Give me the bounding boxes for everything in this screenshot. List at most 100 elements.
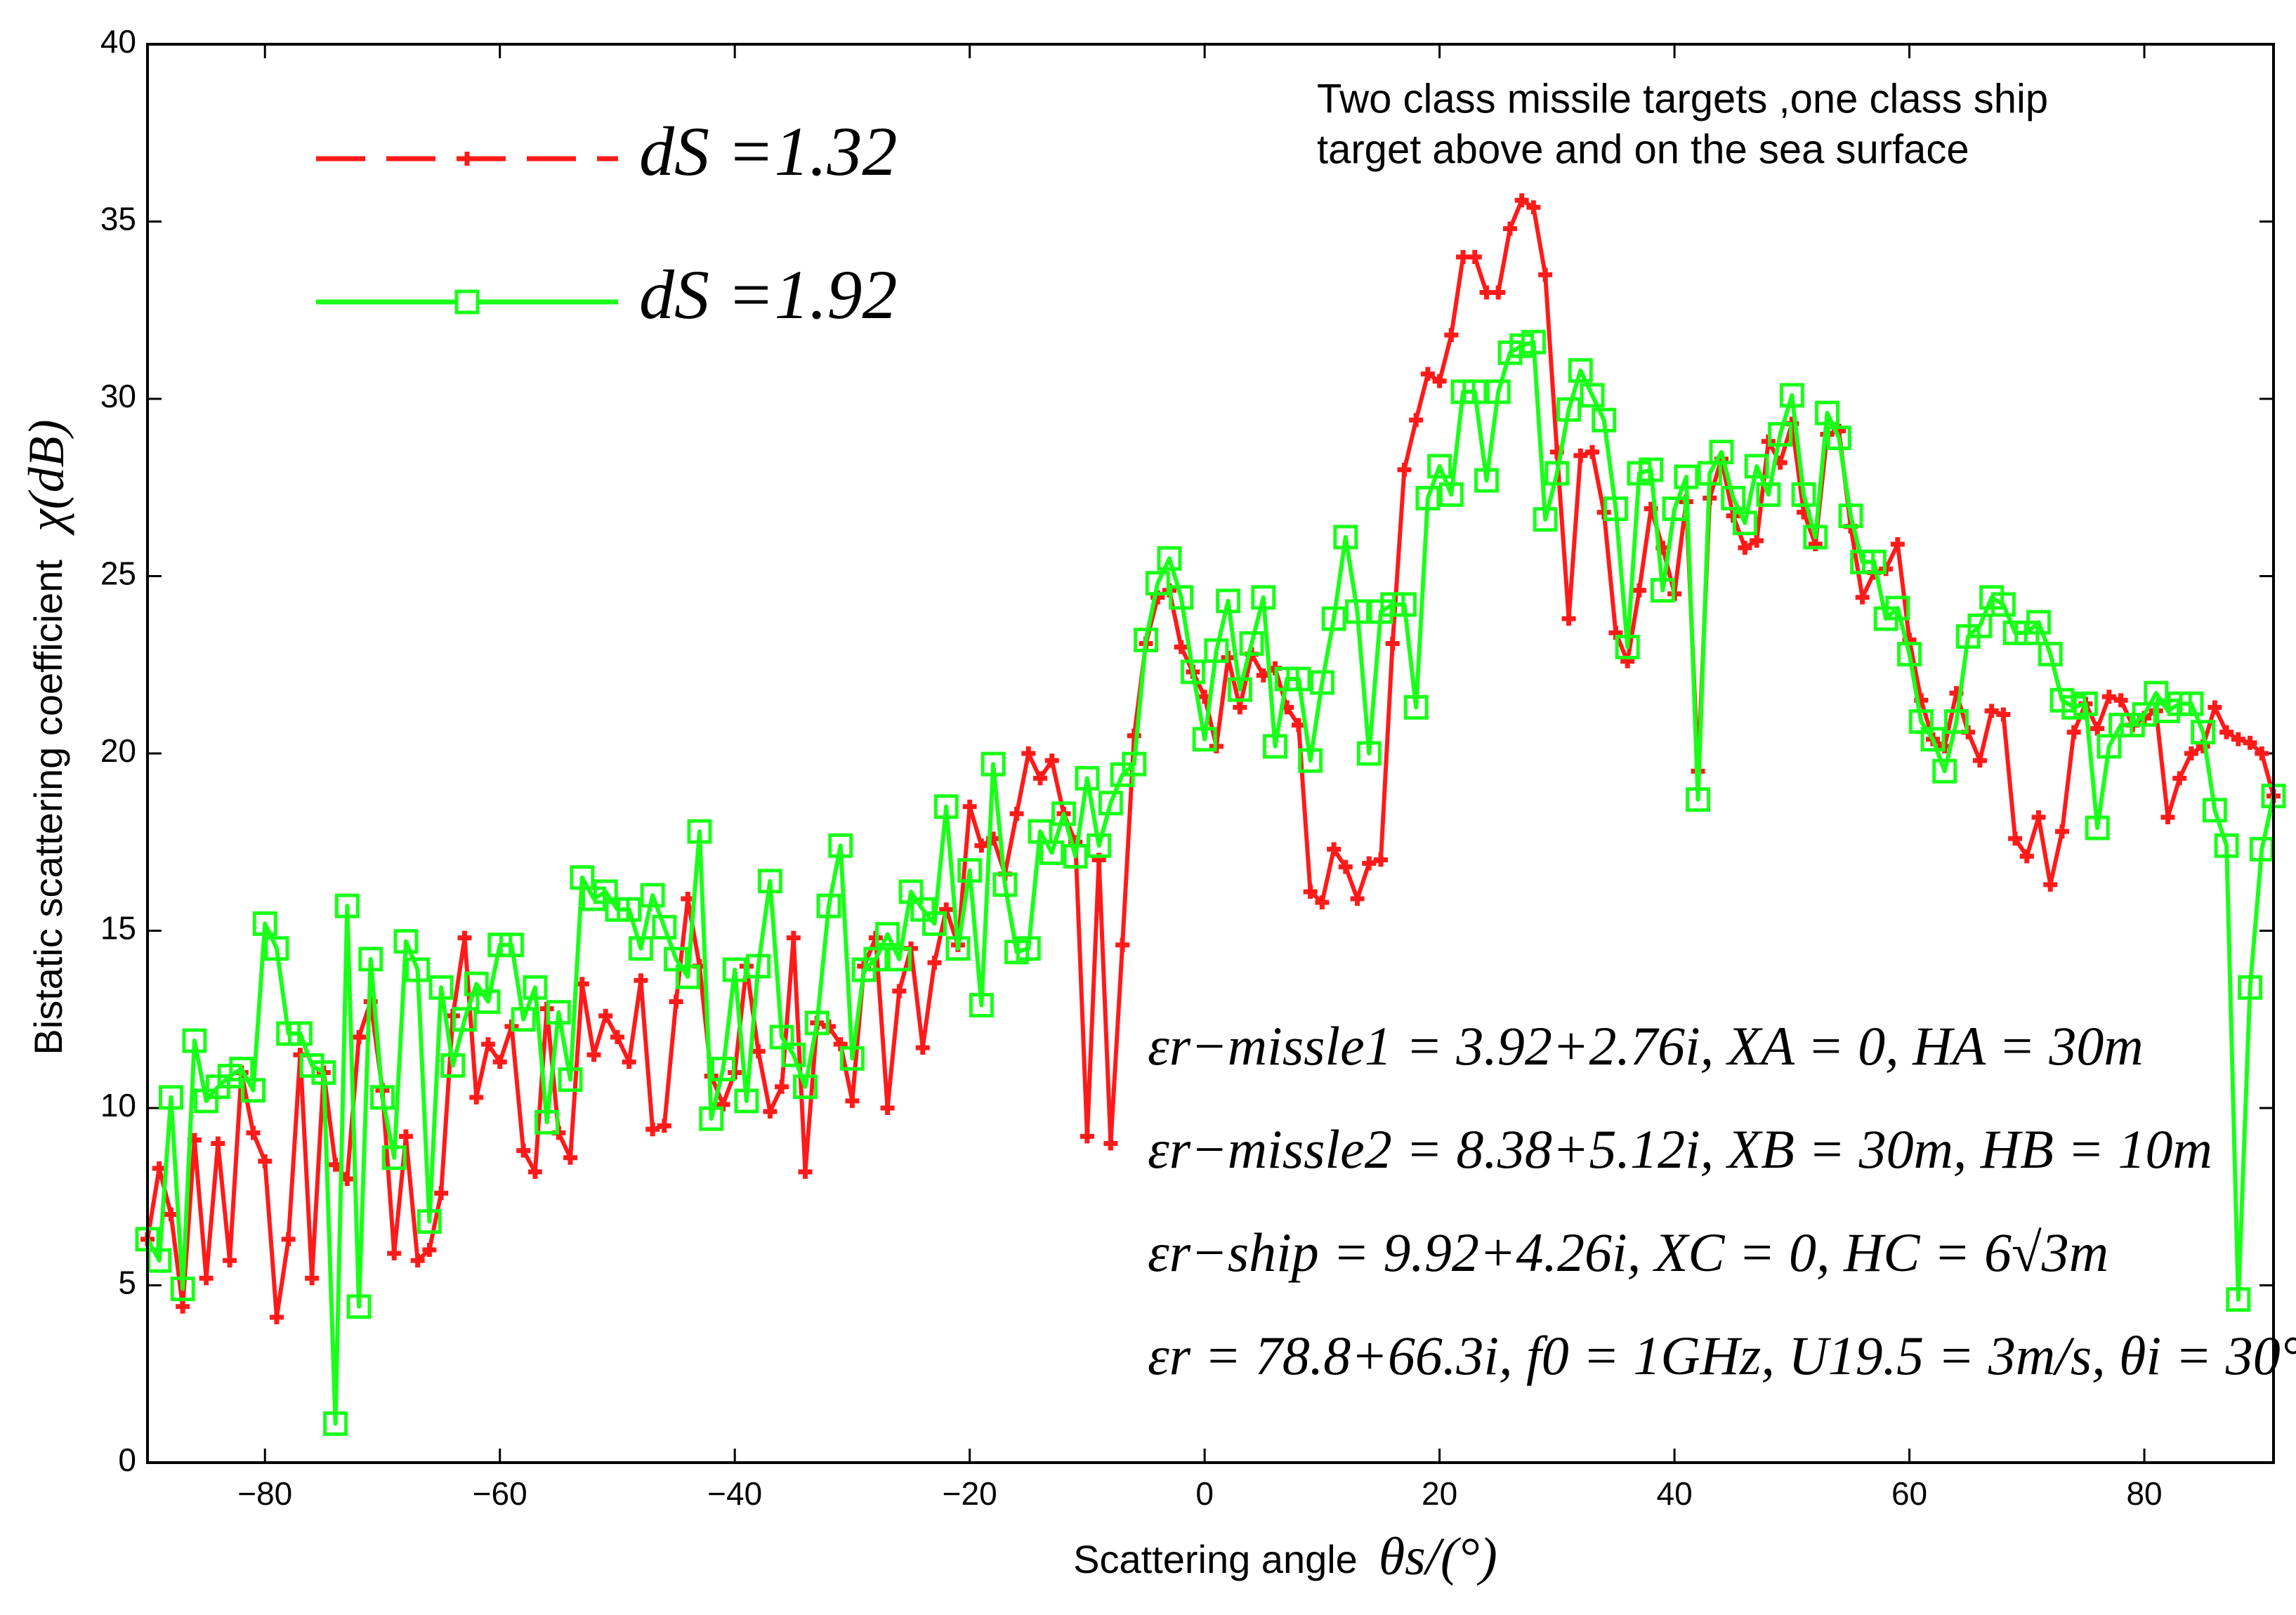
- marker-square: [828, 833, 853, 858]
- marker-square: [1333, 525, 1358, 550]
- marker-plus: [246, 1126, 261, 1140]
- marker-square: [1674, 464, 1699, 489]
- marker-plus: [480, 1037, 495, 1052]
- marker-square: [757, 869, 782, 894]
- marker-square: [1533, 507, 1558, 532]
- y-axis-label: Bistatic scattering coefficient χ(dB): [18, 419, 74, 1055]
- marker-plus: [269, 1310, 284, 1324]
- marker-plus: [387, 1246, 402, 1261]
- marker-square: [734, 1088, 759, 1114]
- marker-square: [1192, 727, 1217, 752]
- marker-square: [1603, 496, 1628, 522]
- marker-plus: [305, 1271, 320, 1286]
- series: [140, 193, 2281, 1324]
- marker-plus: [434, 1186, 449, 1201]
- marker-plus: [211, 1136, 225, 1151]
- marker-plus: [798, 1164, 813, 1179]
- marker-plus: [1538, 268, 1553, 282]
- marker-square: [687, 819, 712, 844]
- marker-square: [1075, 765, 1100, 791]
- annotation: Two class missile targets ,one class shi…: [1317, 76, 2048, 121]
- marker-plus: [1890, 537, 1905, 552]
- marker-square: [558, 1067, 583, 1093]
- series: [135, 329, 2286, 1436]
- marker-square: [1556, 397, 1582, 422]
- marker-square: [241, 1078, 266, 1103]
- marker-square: [1732, 510, 1757, 536]
- marker-plus: [2008, 831, 2023, 846]
- marker-plus: [2031, 810, 2046, 824]
- marker-square: [311, 1060, 336, 1085]
- marker-square: [1768, 422, 1793, 447]
- marker-plus: [223, 1253, 237, 1268]
- y-tick-label: 40: [100, 23, 136, 60]
- marker-square: [2238, 975, 2263, 1000]
- marker-plus: [199, 1271, 214, 1286]
- marker-square: [1087, 833, 1112, 858]
- marker-plus: [1491, 285, 1506, 300]
- y-tick-label: 10: [100, 1087, 136, 1123]
- marker-plus: [1350, 892, 1365, 907]
- marker-square: [170, 1277, 195, 1302]
- marker-plus: [1738, 541, 1752, 555]
- x-tick-label: −80: [237, 1475, 292, 1512]
- marker-square: [334, 893, 360, 918]
- marker-plus: [610, 1030, 624, 1044]
- marker-plus: [1385, 636, 1400, 651]
- marker-square: [1521, 329, 1546, 355]
- marker-plus: [1115, 937, 1130, 952]
- marker-square: [182, 1028, 207, 1053]
- marker-square: [1779, 383, 1804, 408]
- marker-plus: [763, 1105, 778, 1119]
- marker-square: [2191, 720, 2216, 745]
- marker-square: [2179, 691, 2204, 716]
- marker-square: [264, 936, 289, 961]
- marker-plus: [2172, 771, 2187, 786]
- marker-square: [1309, 670, 1334, 695]
- marker-plus: [634, 973, 648, 988]
- marker-square: [1897, 642, 1922, 667]
- marker-square: [816, 893, 841, 918]
- marker-plus: [422, 1243, 437, 1257]
- marker-square: [523, 975, 548, 1000]
- marker-square: [1967, 613, 1993, 638]
- marker-plus: [1021, 746, 1036, 760]
- marker-plus: [1502, 221, 1517, 236]
- equation: εr−missle2 = 8.38+5.12i, XB = 30m, HB = …: [1148, 1119, 2212, 1180]
- marker-plus: [1327, 842, 1341, 857]
- marker-square: [1251, 585, 1276, 610]
- marker-square: [346, 1294, 372, 1319]
- marker-square: [1639, 457, 1664, 482]
- legend-marker: [460, 152, 474, 166]
- marker-square: [1415, 485, 1441, 510]
- marker-square: [416, 1209, 442, 1234]
- y-label-text: Bistatic scattering coefficient: [26, 560, 70, 1055]
- marker-plus: [974, 838, 989, 853]
- marker-square: [710, 1056, 735, 1081]
- marker-square: [957, 858, 983, 883]
- marker-plus: [1373, 852, 1388, 867]
- marker-square: [1686, 787, 1711, 812]
- marker-square: [652, 914, 677, 940]
- marker-square: [1356, 741, 1382, 766]
- marker-plus: [657, 1119, 671, 1133]
- x-label-symbol: θs/(°): [1379, 1527, 1497, 1586]
- marker-plus: [1467, 250, 1482, 264]
- x-axis-label: Scattering angle θs/(°): [1073, 1527, 1497, 1586]
- marker-square: [2038, 642, 2063, 667]
- marker-square: [1791, 482, 1816, 507]
- marker-plus: [2160, 810, 2175, 824]
- marker-plus: [845, 1093, 860, 1108]
- marker-plus: [2243, 735, 2257, 750]
- x-tick-label: −20: [943, 1475, 997, 1512]
- marker-square: [875, 922, 900, 947]
- marker-plus: [1009, 806, 1024, 821]
- y-tick-label: 0: [118, 1442, 136, 1478]
- marker-square: [1462, 379, 1488, 404]
- marker-square: [1321, 606, 1346, 631]
- marker-plus: [516, 1143, 531, 1158]
- marker-square: [1568, 358, 1593, 383]
- marker-square: [475, 989, 501, 1014]
- marker-square: [1098, 791, 1123, 816]
- marker-square: [992, 872, 1018, 897]
